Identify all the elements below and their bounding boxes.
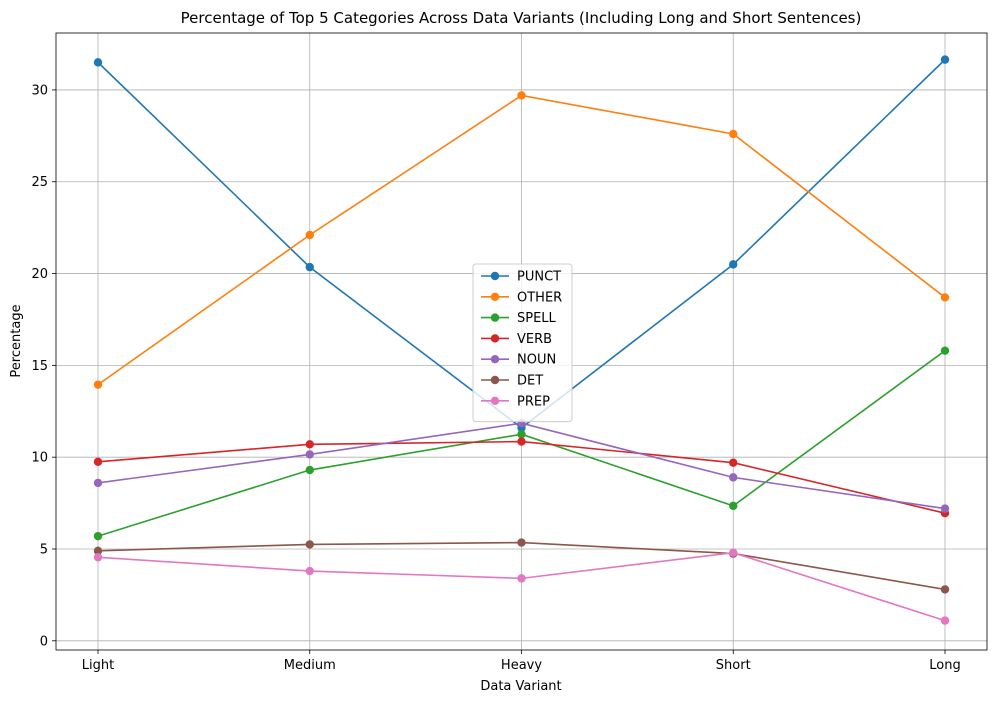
data-point-noun — [940, 504, 950, 513]
data-point-noun — [305, 450, 314, 459]
data-point-noun — [729, 473, 738, 482]
legend-label-det: DET — [517, 374, 543, 389]
legend-marker-spell — [490, 313, 500, 322]
x-tick-label: Medium — [284, 658, 336, 673]
legend-marker-punct — [490, 271, 500, 281]
data-point-spell — [93, 531, 103, 541]
data-point-verb — [93, 457, 103, 466]
series-lines — [93, 55, 950, 625]
data-point-noun — [93, 478, 103, 488]
x-axis-label: Data Variant — [480, 679, 561, 694]
data-point-punct — [940, 55, 950, 64]
y-tick-label: 0 — [40, 634, 48, 649]
series-spell — [93, 346, 950, 541]
data-point-verb — [729, 458, 738, 467]
data-point-prep — [93, 553, 103, 562]
data-point-prep — [729, 548, 738, 557]
y-tick-label: 20 — [31, 267, 48, 282]
data-point-other — [940, 293, 950, 302]
legend-label-noun: NOUN — [517, 353, 556, 368]
data-point-prep — [517, 574, 526, 583]
data-point-spell — [305, 465, 314, 475]
series-other — [93, 91, 950, 389]
data-point-other — [729, 129, 738, 139]
data-point-det — [940, 585, 950, 594]
y-tick-label: 25 — [31, 175, 48, 190]
data-point-prep — [305, 566, 314, 576]
data-point-det — [305, 540, 314, 549]
y-tick-label: 15 — [31, 359, 48, 374]
series-noun — [93, 419, 950, 513]
data-point-punct — [305, 262, 314, 272]
legend-label-spell: SPELL — [517, 311, 557, 326]
y-tick-label: 5 — [40, 543, 48, 558]
legend-marker-other — [490, 292, 500, 301]
data-point-punct — [93, 58, 103, 67]
legend-marker-noun — [490, 355, 500, 364]
data-point-verb — [305, 440, 314, 449]
legend-label-punct: PUNCT — [517, 270, 561, 285]
data-point-other — [93, 380, 103, 389]
x-tick-label: Short — [716, 658, 751, 673]
x-tick-label: Heavy — [501, 658, 542, 673]
legend-marker-prep — [490, 396, 500, 405]
series-prep — [93, 548, 950, 625]
y-tick-label: 10 — [31, 451, 48, 466]
legend-marker-det — [490, 375, 500, 385]
data-point-punct — [729, 260, 738, 269]
series-punct — [93, 55, 950, 433]
data-point-spell — [940, 346, 950, 355]
legend-label-verb: VERB — [517, 332, 552, 347]
chart-title: Percentage of Top 5 Categories Across Da… — [181, 9, 862, 27]
series-verb — [93, 437, 950, 518]
legend-label-other: OTHER — [517, 290, 562, 305]
y-tick-label: 30 — [31, 83, 48, 98]
data-point-other — [517, 91, 526, 100]
data-point-prep — [940, 616, 950, 625]
data-point-det — [93, 546, 103, 556]
data-point-other — [305, 230, 314, 240]
data-point-spell — [517, 430, 526, 439]
data-point-spell — [729, 501, 738, 511]
data-point-verb — [517, 437, 526, 446]
axis-ticks: Light Medium Heavy Short Long 0 5 10 15 20 25 30 — [31, 83, 960, 673]
legend-label-prep: PREP — [517, 394, 550, 409]
legend-marker-verb — [490, 334, 500, 343]
data-point-det — [517, 538, 526, 547]
y-axis-label: Percentage — [9, 304, 24, 377]
x-tick-label: Long — [929, 658, 960, 673]
x-tick-label: Light — [82, 658, 114, 673]
legend: PUNCT OTHER SPELL VERB NOUN DET PREP — [472, 263, 573, 423]
